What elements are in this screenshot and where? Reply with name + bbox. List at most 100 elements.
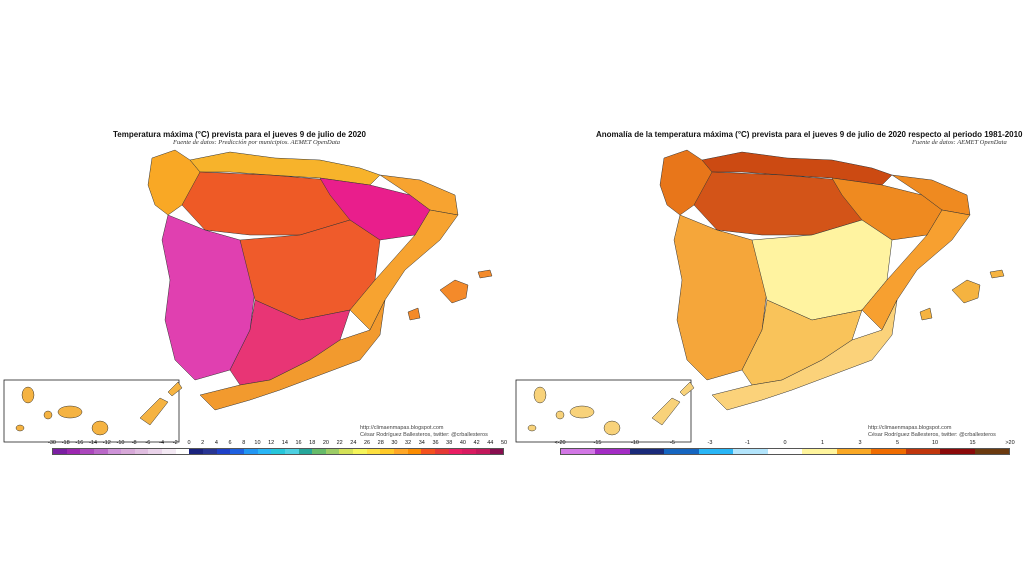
region-tenerife xyxy=(57,405,83,419)
legend-swatch xyxy=(489,449,504,454)
spain-peninsula-map xyxy=(659,149,971,411)
legend-swatch xyxy=(767,449,803,454)
region-menorca xyxy=(989,269,1005,279)
legend-swatch xyxy=(836,449,872,454)
legend-tick-label: <-20 xyxy=(554,440,566,446)
legend-swatch xyxy=(298,449,313,454)
legend-swatch xyxy=(189,449,204,454)
legend-swatch xyxy=(66,449,81,454)
legend-tick-label: 4 xyxy=(214,440,218,446)
legend-swatch xyxy=(421,449,435,454)
legend-tick-label: -1 xyxy=(745,440,750,446)
legend-swatch xyxy=(53,449,67,454)
region-hierro xyxy=(527,424,537,432)
map-canvas xyxy=(3,149,493,443)
legend-tick-labels: -30 -18 -16 -14 -12 -10 -8 -6 -4 -2 0 2 4 6 8 10 12 14 16 1… xyxy=(48,440,508,448)
legend-tick-label: 30 xyxy=(391,440,398,446)
legend-tick-label: -4 xyxy=(159,440,165,446)
legend-swatch xyxy=(121,449,135,454)
legend-tick-label: 6 xyxy=(228,440,232,446)
map-title: Temperatura máxima (°C) prevista para el… xyxy=(113,130,366,139)
legend-swatch xyxy=(134,449,149,454)
legend-swatch xyxy=(148,449,163,454)
region-lanzarote xyxy=(679,381,695,397)
legend-tick-label: 42 xyxy=(473,440,480,446)
legend-swatch xyxy=(203,449,217,454)
legend-swatch xyxy=(243,449,258,454)
region-east-coast xyxy=(861,209,971,331)
legend-tick-label: 8 xyxy=(242,440,246,446)
canary-islands-inset-frame xyxy=(515,379,692,443)
legend-tick-label: 5 xyxy=(895,440,900,446)
legend-tick-label: 15 xyxy=(969,440,976,446)
region-north-coast xyxy=(701,151,893,186)
credit-author: César Rodríguez Ballesteros, twitter: @c… xyxy=(360,432,488,438)
credit-author: César Rodríguez Ballesteros, twitter: @c… xyxy=(868,432,996,438)
canary-islands-map xyxy=(527,381,695,436)
legend-tick-label: 18 xyxy=(309,440,316,446)
legend-swatch xyxy=(561,449,596,454)
region-southeast xyxy=(199,299,386,411)
legend-tick-label: 24 xyxy=(350,440,357,446)
legend-swatch xyxy=(216,449,231,454)
credit-url: http://climaenmapas.blogspot.com xyxy=(360,425,444,431)
legend-swatch xyxy=(905,449,941,454)
legend-swatch xyxy=(802,449,837,454)
region-fuerteventura xyxy=(139,397,169,426)
region-mallorca xyxy=(439,279,469,304)
legend-tick-label: 40 xyxy=(459,440,466,446)
region-grancanaria xyxy=(91,420,109,436)
legend-swatch xyxy=(698,449,734,454)
legend-swatch xyxy=(394,449,408,454)
legend-tick-label: 22 xyxy=(336,440,343,446)
region-hierro xyxy=(15,424,25,432)
region-ibiza xyxy=(407,307,421,321)
legend-swatch xyxy=(871,449,906,454)
legend-swatch xyxy=(462,449,476,454)
legend-swatch xyxy=(80,449,94,454)
legend-swatch xyxy=(434,449,449,454)
legend-swatch xyxy=(93,449,108,454)
legend-swatch xyxy=(107,449,122,454)
legend-tick-label: 12 xyxy=(268,440,275,446)
legend-tick-label: -6 xyxy=(145,440,151,446)
legend-swatch xyxy=(407,449,422,454)
legend-swatch xyxy=(366,449,381,454)
region-menorca xyxy=(477,269,493,279)
legend-tick-label: -16 xyxy=(75,440,84,446)
map-source: Fuente de datos: Predicción por municipi… xyxy=(173,139,341,146)
canary-islands-map xyxy=(15,381,183,436)
legend-swatch xyxy=(733,449,768,454)
legend-tick-label: 0 xyxy=(783,440,787,446)
spain-peninsula-map xyxy=(147,149,459,411)
legend-tick-label: -12 xyxy=(102,440,111,446)
map-title: Anomalía de la temperatura máxima (°C) p… xyxy=(596,130,1023,139)
temperature-anomaly-map-panel: Anomalía de la temperatura máxima (°C) p… xyxy=(512,0,1024,576)
region-west xyxy=(161,214,256,381)
legend-tick-label: 10 xyxy=(931,440,939,446)
legend-tick-label: -18 xyxy=(61,440,70,446)
legend-tick-label: -2 xyxy=(172,440,178,446)
legend-swatch xyxy=(175,449,190,454)
legend-swatch xyxy=(629,449,665,454)
legend-tick-label: 50 xyxy=(500,440,508,446)
region-gomera xyxy=(555,410,565,420)
legend-tick-label: 0 xyxy=(187,440,191,446)
region-lapalma xyxy=(21,386,35,404)
legend-tick-label: 20 xyxy=(322,440,329,446)
region-west xyxy=(673,214,768,381)
legend-swatch xyxy=(162,449,176,454)
legend-tick-label: 16 xyxy=(295,440,302,446)
legend-tick-label: 44 xyxy=(487,440,494,446)
legend-tick-label: 1 xyxy=(820,440,825,446)
legend-tick-label: -30 xyxy=(48,440,56,446)
legend-tick-label: 38 xyxy=(446,440,453,446)
legend-tick-label: 3 xyxy=(858,440,862,446)
legend-swatch xyxy=(475,449,490,454)
anomaly-color-legend xyxy=(560,448,1010,455)
legend-swatch xyxy=(325,449,340,454)
legend-tick-label: -15 xyxy=(593,440,602,446)
legend-tick-label: 2 xyxy=(201,440,205,446)
legend-swatch xyxy=(230,449,244,454)
legend-tick-label: -10 xyxy=(631,440,639,446)
